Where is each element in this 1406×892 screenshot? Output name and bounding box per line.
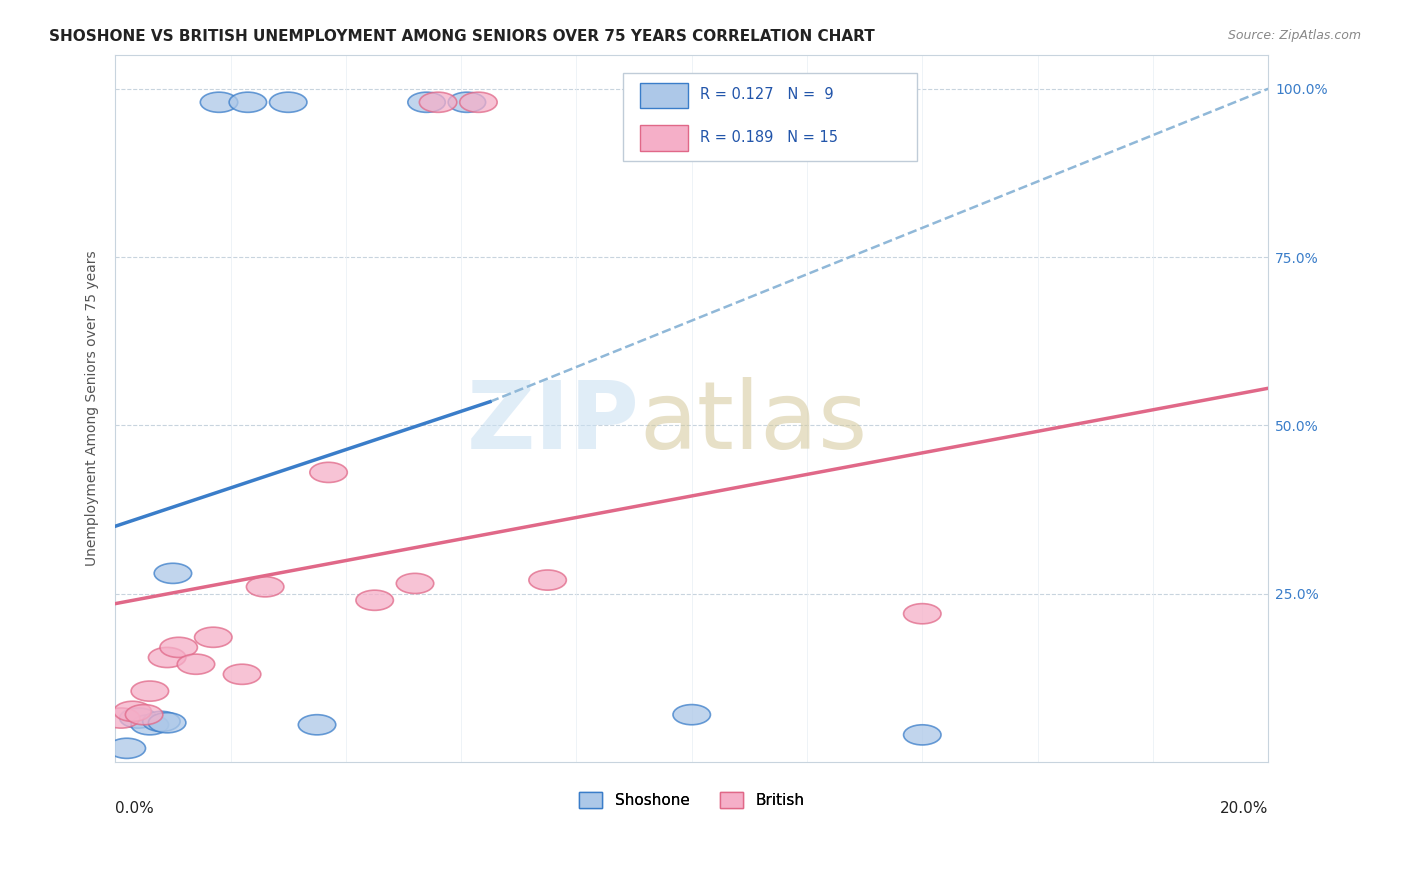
Ellipse shape <box>194 627 232 648</box>
Ellipse shape <box>131 681 169 701</box>
Ellipse shape <box>114 701 152 722</box>
Text: Source: ZipAtlas.com: Source: ZipAtlas.com <box>1227 29 1361 42</box>
Text: atlas: atlas <box>640 376 868 468</box>
Ellipse shape <box>298 714 336 735</box>
Ellipse shape <box>229 92 267 112</box>
Ellipse shape <box>309 462 347 483</box>
Ellipse shape <box>177 654 215 674</box>
Ellipse shape <box>356 591 394 610</box>
Text: ZIP: ZIP <box>467 376 640 468</box>
Ellipse shape <box>131 714 169 735</box>
Ellipse shape <box>529 570 567 591</box>
Ellipse shape <box>149 713 186 733</box>
Ellipse shape <box>270 92 307 112</box>
Ellipse shape <box>103 708 139 728</box>
Y-axis label: Unemployment Among Seniors over 75 years: Unemployment Among Seniors over 75 years <box>86 251 100 566</box>
Ellipse shape <box>460 92 498 112</box>
Ellipse shape <box>125 705 163 725</box>
Ellipse shape <box>408 92 446 112</box>
Ellipse shape <box>155 563 191 583</box>
Ellipse shape <box>673 705 710 725</box>
FancyBboxPatch shape <box>640 83 689 108</box>
Ellipse shape <box>200 92 238 112</box>
Ellipse shape <box>149 648 186 667</box>
Ellipse shape <box>904 725 941 745</box>
Ellipse shape <box>108 739 146 758</box>
Text: SHOSHONE VS BRITISH UNEMPLOYMENT AMONG SENIORS OVER 75 YEARS CORRELATION CHART: SHOSHONE VS BRITISH UNEMPLOYMENT AMONG S… <box>49 29 875 44</box>
Ellipse shape <box>449 92 485 112</box>
Text: 20.0%: 20.0% <box>1220 801 1268 815</box>
Ellipse shape <box>120 708 157 728</box>
Text: 0.0%: 0.0% <box>115 801 155 815</box>
Text: R = 0.189   N = 15: R = 0.189 N = 15 <box>700 130 838 145</box>
FancyBboxPatch shape <box>640 126 689 151</box>
FancyBboxPatch shape <box>623 73 917 161</box>
Ellipse shape <box>419 92 457 112</box>
Ellipse shape <box>224 665 262 684</box>
Ellipse shape <box>160 637 197 657</box>
Ellipse shape <box>396 574 434 593</box>
Ellipse shape <box>904 604 941 624</box>
Text: R = 0.127   N =  9: R = 0.127 N = 9 <box>700 87 834 103</box>
Ellipse shape <box>142 711 180 731</box>
Ellipse shape <box>246 577 284 597</box>
Legend: Shoshone, British: Shoshone, British <box>574 786 810 814</box>
